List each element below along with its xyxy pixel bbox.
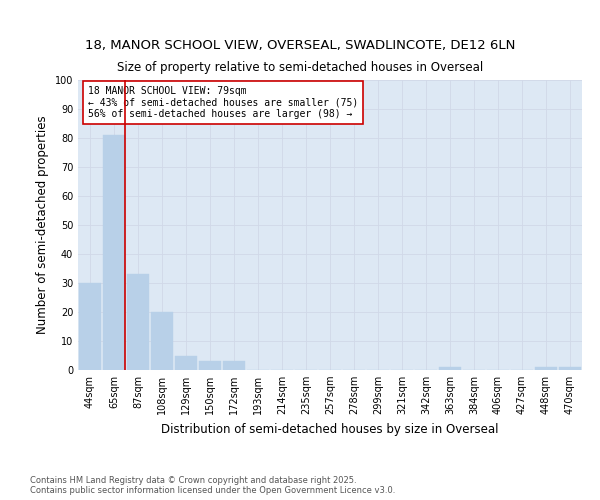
Text: Contains HM Land Registry data © Crown copyright and database right 2025.
Contai: Contains HM Land Registry data © Crown c… — [30, 476, 395, 495]
X-axis label: Distribution of semi-detached houses by size in Overseal: Distribution of semi-detached houses by … — [161, 422, 499, 436]
Bar — [535, 367, 557, 370]
Bar — [439, 367, 461, 370]
Y-axis label: Number of semi-detached properties: Number of semi-detached properties — [36, 116, 49, 334]
Text: 18 MANOR SCHOOL VIEW: 79sqm
← 43% of semi-detached houses are smaller (75)
56% o: 18 MANOR SCHOOL VIEW: 79sqm ← 43% of sem… — [88, 86, 358, 119]
Text: Size of property relative to semi-detached houses in Overseal: Size of property relative to semi-detach… — [117, 61, 483, 74]
Bar — [127, 274, 149, 370]
Bar — [151, 312, 173, 370]
Bar — [79, 283, 101, 370]
Text: 18, MANOR SCHOOL VIEW, OVERSEAL, SWADLINCOTE, DE12 6LN: 18, MANOR SCHOOL VIEW, OVERSEAL, SWADLIN… — [85, 38, 515, 52]
Bar — [559, 367, 581, 370]
Bar — [175, 356, 197, 370]
Bar — [103, 135, 125, 370]
Bar — [223, 362, 245, 370]
Bar — [199, 362, 221, 370]
